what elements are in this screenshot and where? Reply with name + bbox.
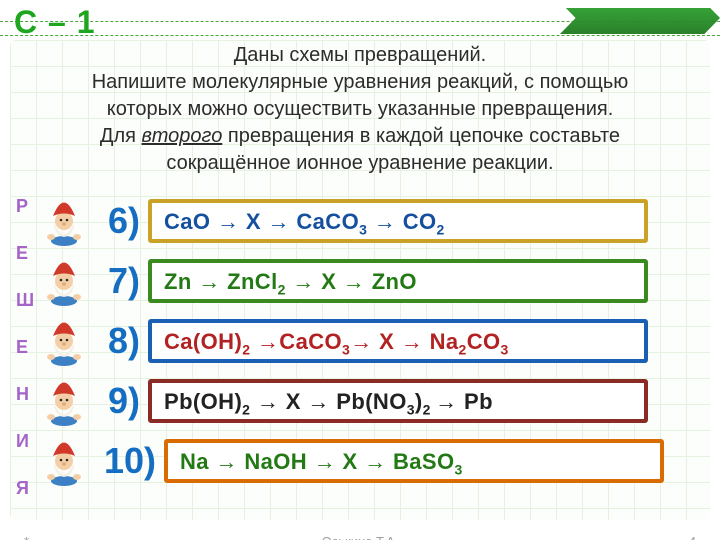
- side-letter: Е: [16, 243, 34, 264]
- row-number: 7): [86, 260, 148, 302]
- side-letter: Н: [16, 384, 34, 405]
- instruction-line: Напишите молекулярные уравнения реакций,…: [30, 69, 690, 96]
- top-arrows: [576, 8, 720, 34]
- formula-box: Na → NaOH → X → BaSO3: [164, 439, 664, 483]
- footer-page-number: 4: [689, 534, 696, 540]
- slide-root: С – 1 Даны схемы превращений. Напишите м…: [0, 0, 720, 540]
- formula-box: Ca(OH)2 →CaCO3→ X → Na2CO3: [148, 319, 648, 363]
- exercise-row: 7)Zn → ZnCl2 → X → ZnO: [42, 252, 690, 310]
- formula-box: Zn → ZnCl2 → X → ZnO: [148, 259, 648, 303]
- gnome-icon: [42, 435, 86, 487]
- exercise-row: 9)Pb(OH)2 → X → Pb(NO3)2 → Pb: [42, 372, 690, 430]
- top-decoration: [0, 8, 720, 36]
- instruction-line: которых можно осуществить указанные прев…: [30, 96, 690, 123]
- side-letters-column: Р Е Ш Е Н И Я: [16, 196, 34, 525]
- side-letter: Р: [16, 196, 34, 217]
- formula-box: CaO → X → CaCO3 → CO2: [148, 199, 648, 243]
- instruction-line: Для второго превращения в каждой цепочке…: [30, 123, 690, 150]
- text: превращения в каждой цепочке составьте: [222, 125, 620, 147]
- exercise-rows: 6)CaO → X → CaCO3 → CO2 7)Zn → ZnCl2 → X…: [42, 192, 690, 492]
- footer-author: Оськина Т.А.: [322, 534, 399, 540]
- side-letter: Е: [16, 337, 34, 358]
- exercise-row: 10)Na → NaOH → X → BaSO3: [42, 432, 690, 490]
- instructions-block: Даны схемы превращений. Напишите молекул…: [30, 42, 690, 177]
- slide-badge: С – 1: [14, 4, 95, 41]
- exercise-row: 6)CaO → X → CaCO3 → CO2: [42, 192, 690, 250]
- instruction-line: Даны схемы превращений.: [30, 42, 690, 69]
- exercise-row: 8)Ca(OH)2 →CaCO3→ X → Na2CO3: [42, 312, 690, 370]
- row-number: 9): [86, 380, 148, 422]
- row-number: 10): [86, 440, 164, 482]
- formula-box: Pb(OH)2 → X → Pb(NO3)2 → Pb: [148, 379, 648, 423]
- footer-asterisk: *: [24, 534, 29, 540]
- side-letter: Я: [16, 478, 34, 499]
- instruction-line: сокращённое ионное уравнение реакции.: [30, 150, 690, 177]
- side-letter: Ш: [16, 290, 34, 311]
- text: Для: [100, 125, 142, 147]
- gnome-icon: [42, 255, 86, 307]
- side-letter: И: [16, 431, 34, 452]
- row-number: 6): [86, 200, 148, 242]
- gnome-icon: [42, 315, 86, 367]
- text-underlined: второго: [142, 125, 223, 147]
- row-number: 8): [86, 320, 148, 362]
- gnome-icon: [42, 195, 86, 247]
- gnome-icon: [42, 375, 86, 427]
